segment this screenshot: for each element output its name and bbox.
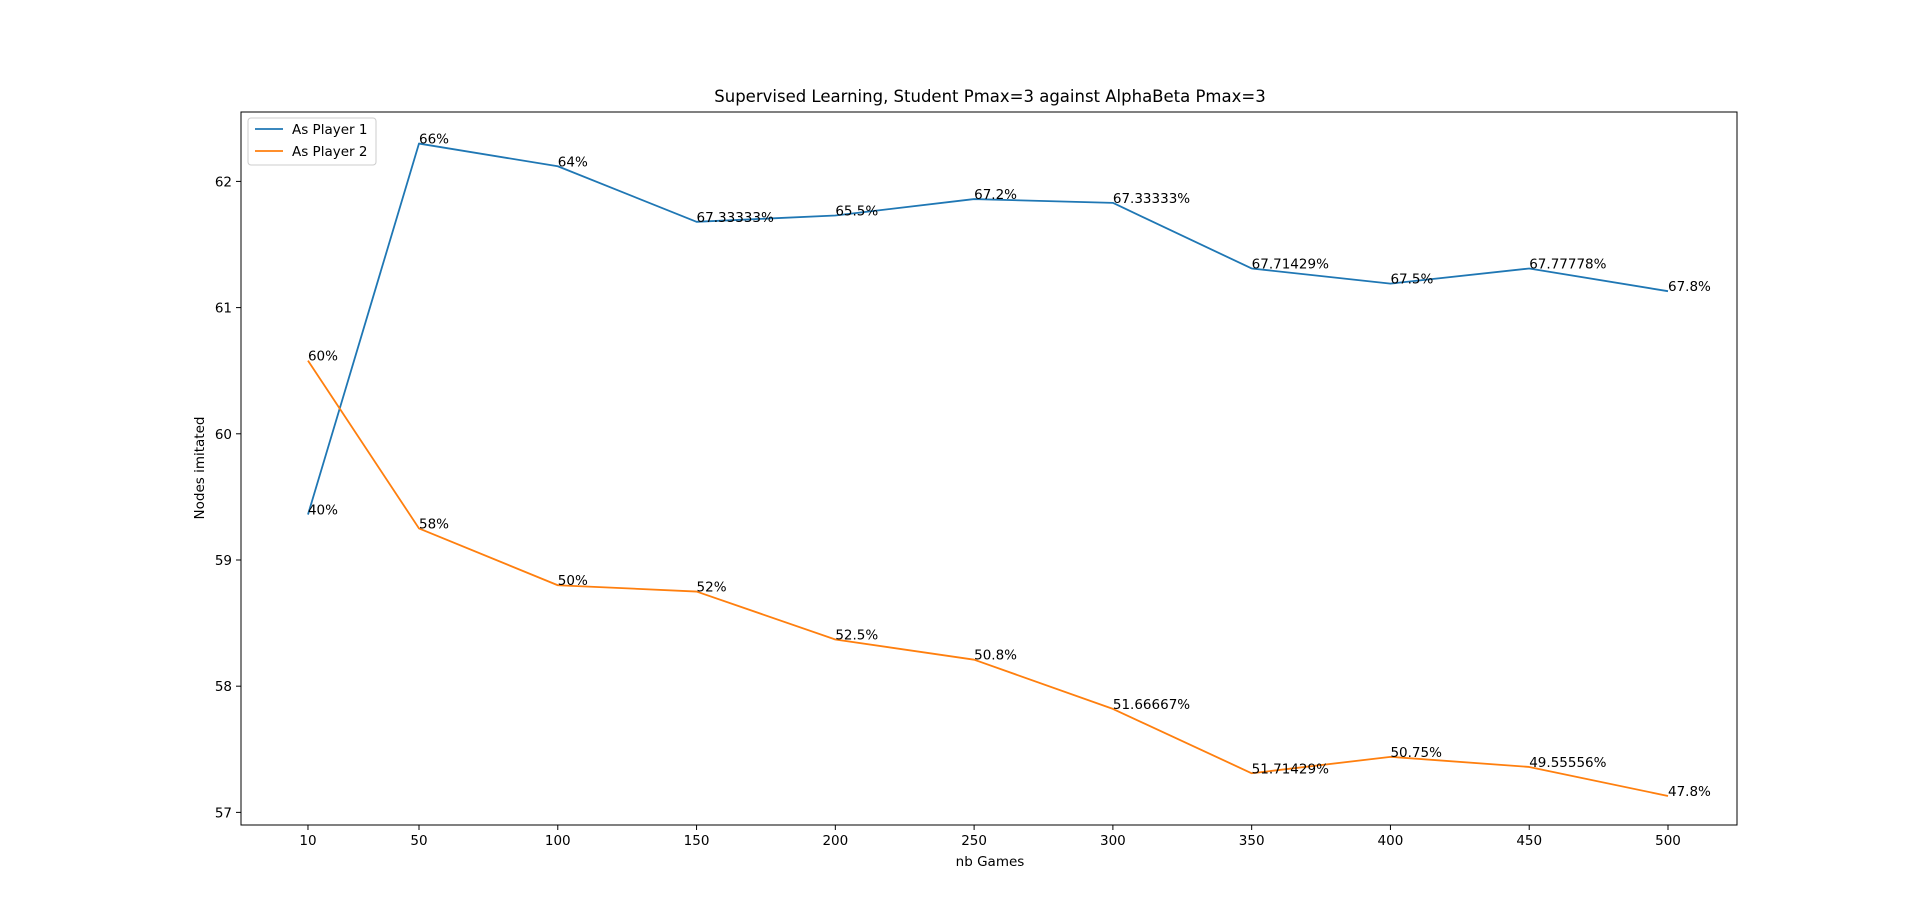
data-label: 40% <box>308 503 338 519</box>
legend: As Player 1 As Player 2 <box>247 117 377 166</box>
data-label: 52% <box>697 580 727 596</box>
x-axis-label: nb Games <box>956 854 1025 870</box>
data-label: 67.71429% <box>1252 256 1329 272</box>
data-label: 50.8% <box>974 648 1017 664</box>
data-label: 60% <box>308 349 338 365</box>
x-tick-label: 500 <box>1655 833 1681 849</box>
plot-area: 10 50 100 150 200 250 300 350 400 450 500 57 58 59 60 6… <box>215 111 1738 849</box>
data-label: 50% <box>558 573 588 589</box>
x-tick-label: 200 <box>822 833 848 849</box>
legend-entry-label: As Player 1 <box>292 122 367 138</box>
y-tick-label: 62 <box>215 174 232 190</box>
data-label: 49.55556% <box>1529 755 1606 771</box>
data-label: 64% <box>558 154 588 170</box>
x-tick-label: 10 <box>299 833 316 849</box>
y-tick-label: 59 <box>215 553 232 569</box>
data-label: 52.5% <box>835 627 878 643</box>
x-tick-label: 150 <box>684 833 710 849</box>
legend-entry-label: As Player 2 <box>292 144 367 160</box>
x-tick-label: 350 <box>1239 833 1265 849</box>
data-label: 67.77778% <box>1529 256 1606 272</box>
data-label: 47.8% <box>1668 784 1711 800</box>
data-label: 67.33333% <box>697 210 774 226</box>
data-label: 51.66667% <box>1113 697 1190 713</box>
x-tick-label: 400 <box>1378 833 1404 849</box>
data-label: 65.5% <box>835 203 878 219</box>
data-label: 58% <box>419 516 449 532</box>
y-tick-label: 58 <box>215 679 232 695</box>
y-tick-label: 57 <box>215 805 232 821</box>
data-label: 51.71429% <box>1252 761 1329 777</box>
y-tick-label: 61 <box>215 301 232 317</box>
chart-title: Supervised Learning, Student Pmax=3 agai… <box>714 87 1265 106</box>
data-label: 50.75% <box>1390 745 1442 761</box>
x-tick-label: 50 <box>410 833 427 849</box>
y-axis-label: Nodes imitated <box>192 417 208 520</box>
data-label: 67.8% <box>1668 279 1711 295</box>
data-label: 67.5% <box>1390 272 1433 288</box>
x-tick-label: 250 <box>961 833 987 849</box>
data-label: 67.33333% <box>1113 191 1190 207</box>
y-tick-label: 60 <box>215 427 232 443</box>
x-tick-label: 100 <box>545 833 571 849</box>
data-label: 66% <box>419 132 449 148</box>
x-tick-label: 450 <box>1516 833 1542 849</box>
plot-frame <box>240 111 1738 826</box>
x-tick-label: 300 <box>1100 833 1126 849</box>
data-label: 67.2% <box>974 187 1017 203</box>
